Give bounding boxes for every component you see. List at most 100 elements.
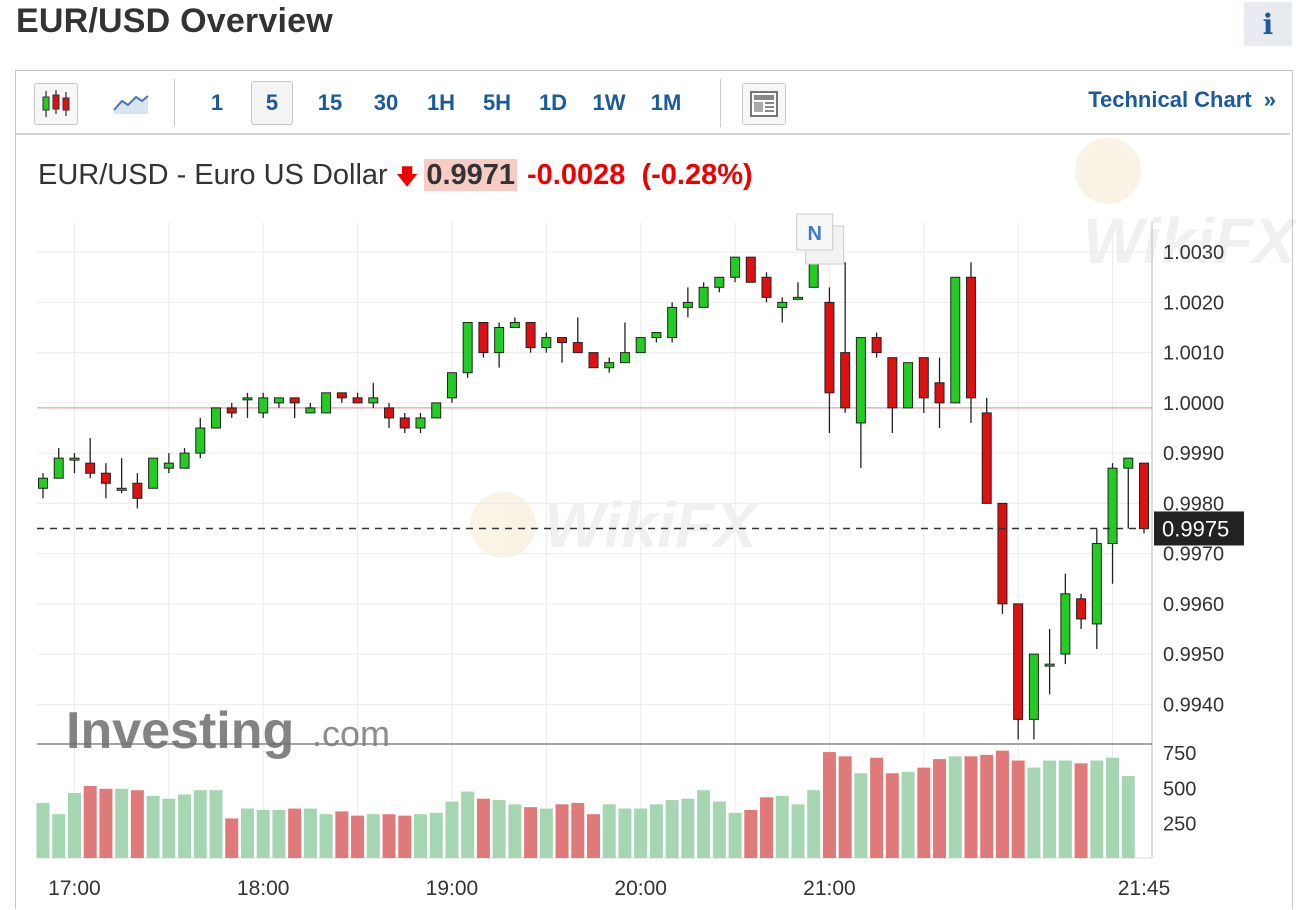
- interval-1m[interactable]: 1M: [650, 90, 682, 115]
- candle: [273, 397, 284, 408]
- candle-body-up: [855, 337, 866, 424]
- volume-bar-up: [901, 771, 915, 858]
- candle-body-up: [446, 372, 457, 399]
- volume-bar-up: [36, 802, 50, 858]
- candle-body-down: [85, 462, 96, 474]
- candle: [352, 392, 363, 404]
- volume-bar-up: [508, 804, 522, 858]
- candle-body-up: [53, 457, 64, 479]
- x-tick-label: 21:00: [803, 877, 856, 900]
- volume-bar-down: [571, 802, 585, 858]
- candle: [619, 322, 630, 364]
- candle-body-up: [462, 321, 473, 374]
- candle-body-up: [509, 321, 520, 329]
- volume-bar-up: [178, 794, 192, 858]
- candle: [69, 453, 80, 474]
- volume-bar-down: [964, 756, 978, 858]
- candle-body-up: [541, 337, 552, 349]
- candle-body-up: [368, 397, 379, 404]
- area-chart-icon[interactable]: [110, 83, 152, 123]
- volume-bar-up: [445, 801, 459, 858]
- candle: [242, 392, 253, 418]
- interval-15[interactable]: 15: [317, 90, 343, 115]
- instrument-name: EUR/USD - Euro US Dollar: [38, 159, 388, 191]
- interval-1[interactable]: 1: [210, 90, 224, 115]
- volume-bar-down: [335, 811, 349, 858]
- volume-bar-up: [1027, 767, 1041, 858]
- x-tick-label: 17:00: [48, 877, 101, 900]
- candle: [541, 332, 552, 353]
- candle-body-down: [478, 321, 489, 354]
- candle-body-down: [745, 256, 756, 283]
- candle-body-down: [761, 276, 772, 298]
- volume-bar-up: [728, 812, 742, 858]
- candle-body-up: [1091, 543, 1102, 625]
- volume-bar-up: [461, 791, 475, 858]
- candle-body-up: [273, 397, 284, 404]
- volume-bar-up: [697, 790, 711, 858]
- candle: [226, 402, 237, 418]
- volume-bar-up: [52, 814, 66, 858]
- candle-body-up: [431, 402, 442, 419]
- news-marker-label: N: [807, 223, 821, 245]
- candle: [667, 302, 678, 343]
- interval-30[interactable]: 30: [373, 90, 399, 115]
- candle-body-up: [1028, 653, 1039, 720]
- volume-bar-down: [822, 752, 836, 858]
- volume-tick-label: 250: [1163, 814, 1196, 836]
- y-tick-label: 1.0020: [1163, 292, 1224, 314]
- volume-bar-down: [225, 818, 239, 858]
- candle-body-up: [195, 427, 206, 454]
- candle: [321, 392, 332, 414]
- volume-bar-down: [744, 809, 758, 858]
- interval-5h[interactable]: 5H: [482, 90, 512, 115]
- volume-bar-down: [524, 807, 538, 858]
- technical-chart-link[interactable]: Technical Chart »: [1088, 87, 1276, 113]
- candlestick-chart-icon[interactable]: [34, 83, 78, 125]
- candle-body-up: [148, 457, 159, 489]
- volume-bar-down: [351, 815, 365, 858]
- volume-bar-up: [681, 798, 695, 858]
- volume-bar-down: [917, 767, 931, 858]
- volume-bar-down: [933, 759, 947, 858]
- volume-bar-up: [665, 800, 679, 858]
- interval-1h[interactable]: 1H: [426, 90, 456, 115]
- candle: [1107, 463, 1118, 584]
- interval-5[interactable]: 5: [251, 81, 293, 125]
- candle: [557, 337, 568, 363]
- interval-1w[interactable]: 1W: [592, 90, 626, 115]
- candle: [399, 412, 410, 434]
- candle-body-up: [651, 332, 662, 339]
- volume-bar-up: [775, 795, 789, 858]
- candle: [903, 362, 914, 409]
- candle-body-down: [824, 301, 835, 394]
- candle: [211, 407, 222, 429]
- candle-body-up: [950, 276, 961, 404]
- y-tick-label: 0.9950: [1163, 644, 1224, 666]
- info-button[interactable]: i: [1244, 2, 1292, 46]
- volume-bar-up: [162, 798, 176, 858]
- candle: [53, 448, 64, 479]
- candle-body-up: [635, 337, 646, 354]
- candle-body-up: [258, 397, 269, 414]
- candle: [289, 397, 300, 418]
- y-tick-label: 1.0000: [1163, 393, 1224, 415]
- candle: [446, 372, 457, 403]
- news-panel-icon[interactable]: [742, 83, 786, 125]
- candle-body-down: [934, 382, 945, 404]
- candle-body-up: [116, 487, 127, 491]
- candle: [840, 262, 851, 413]
- candle: [38, 473, 48, 499]
- interval-1d[interactable]: 1D: [538, 90, 568, 115]
- candle-body-down: [289, 397, 300, 404]
- candle-body-down: [1076, 598, 1087, 620]
- candle-body-up: [682, 301, 693, 308]
- candle: [714, 276, 725, 293]
- price-change: -0.0028: [527, 159, 626, 191]
- candle: [604, 357, 615, 373]
- volume-bar-up: [492, 800, 506, 858]
- volume-bar-up: [146, 795, 160, 858]
- volume-bar-down: [398, 815, 412, 858]
- candle-body-up: [714, 276, 725, 288]
